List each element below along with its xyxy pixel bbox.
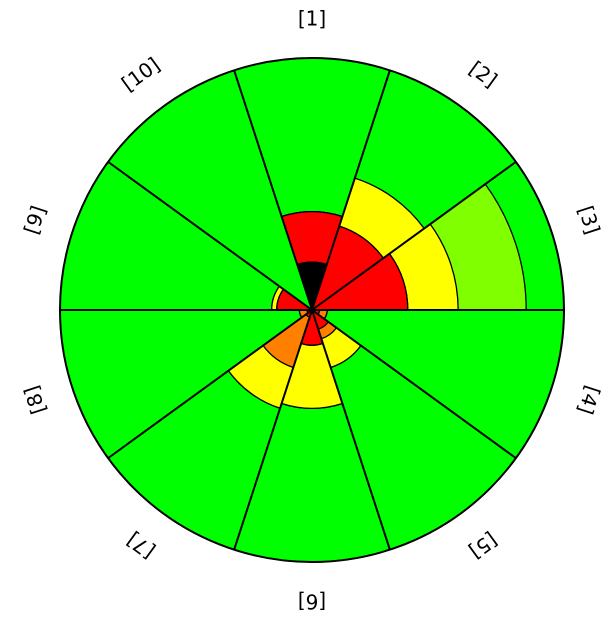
- category-label: [7]: [122, 528, 159, 564]
- category-label: [9]: [19, 203, 51, 237]
- sector-divider: [107, 161, 313, 311]
- sector-divider: [311, 161, 517, 311]
- outer-circle: [59, 57, 565, 563]
- sector-divider: [311, 309, 517, 459]
- sector-divider: [311, 70, 391, 311]
- sector-3: [311, 161, 565, 311]
- sector-divider: [233, 70, 313, 311]
- category-label: [6]: [298, 590, 326, 614]
- category-label: [8]: [19, 383, 51, 417]
- category-label: [10]: [117, 52, 164, 96]
- category-label: [1]: [298, 7, 326, 31]
- category-label: [5]: [465, 528, 502, 564]
- sector-divider: [233, 309, 313, 550]
- sector-divider: [107, 309, 313, 459]
- category-label: [2]: [465, 56, 502, 92]
- category-label: [3]: [573, 203, 605, 237]
- category-label: [4]: [573, 383, 605, 417]
- sector-6: [233, 309, 391, 563]
- sector-divider: [311, 309, 391, 550]
- wedges-group: [59, 57, 565, 563]
